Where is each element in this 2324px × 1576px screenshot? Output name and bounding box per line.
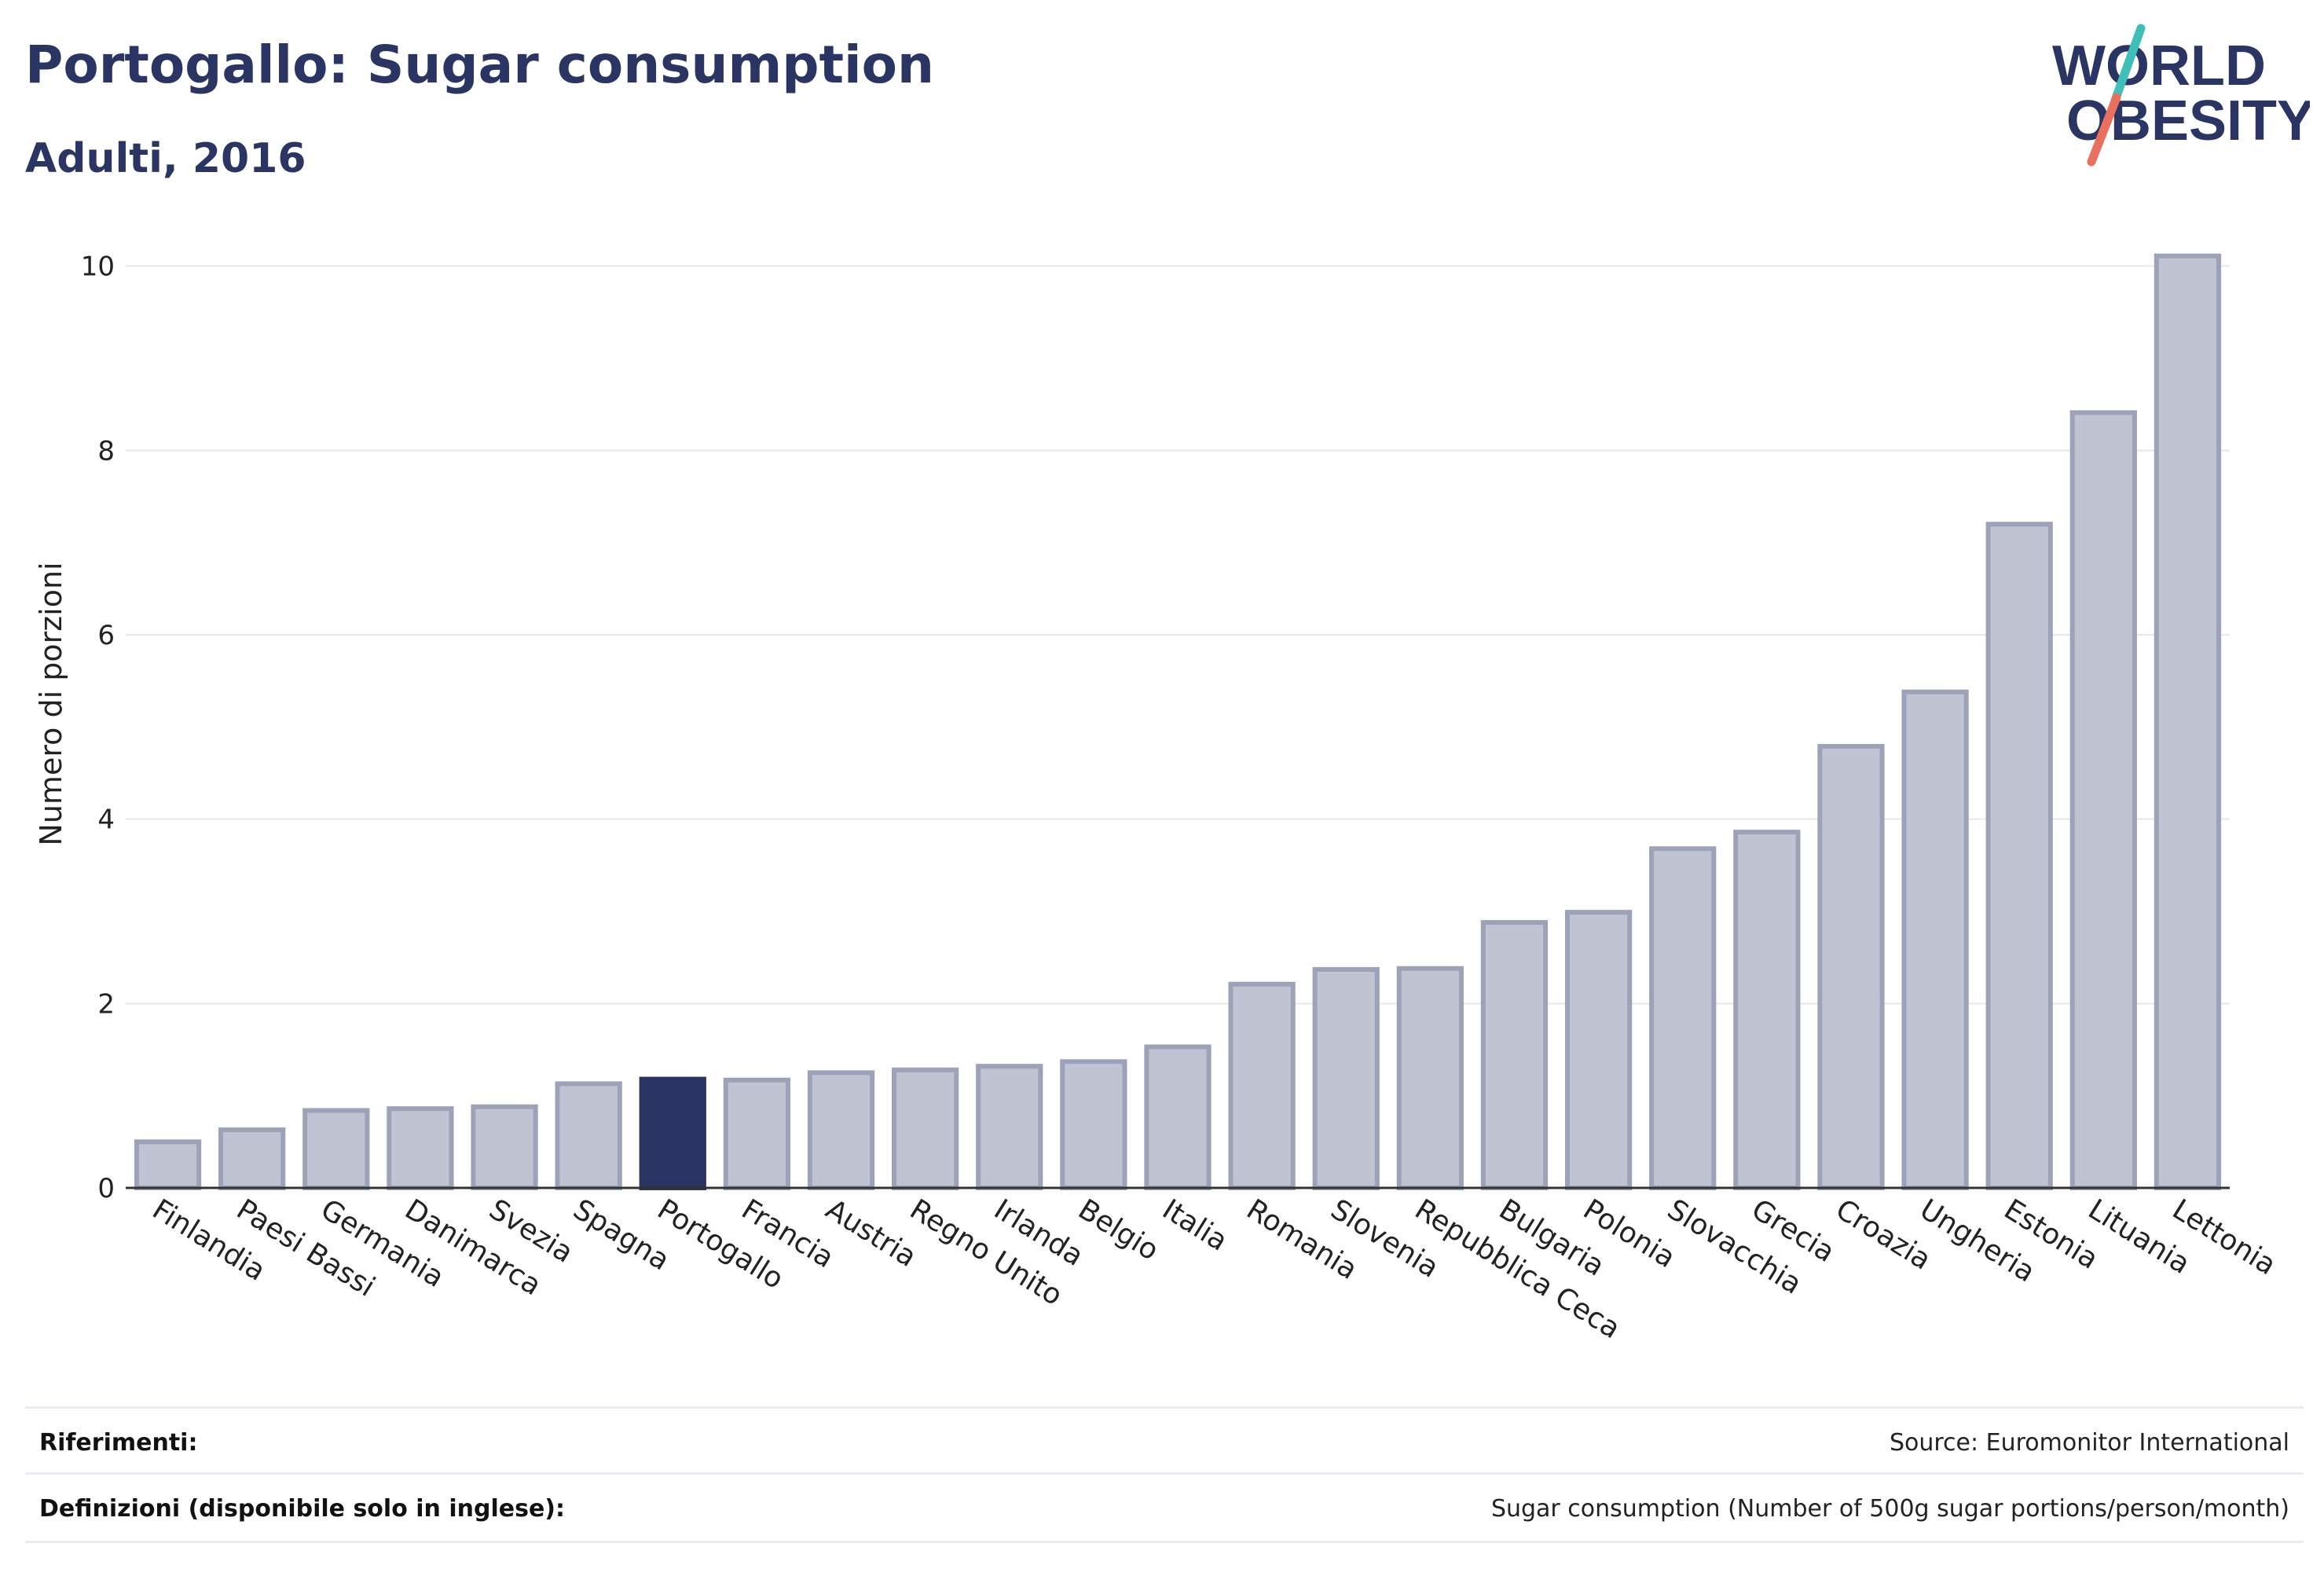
logo-slash-bottom [2087,93,2121,167]
bar [1060,1059,1127,1190]
x-tick-label: Austria [820,1193,922,1274]
bar [1312,966,1380,1191]
y-axis-label: Numero di porzioni [34,562,68,845]
references-row: Riferimenti: Source: Euromonitor Interna… [25,1406,2304,1475]
bar [2069,410,2137,1190]
bar [218,1127,286,1190]
bar [892,1067,959,1191]
bar [555,1081,622,1190]
y-tick-label: 10 [81,251,115,283]
bar [2154,253,2222,1190]
bar [1985,522,2053,1190]
bar [387,1106,454,1191]
bar [134,1139,202,1191]
logo-word-world: WORLD [2052,35,2266,97]
chart-subtitle: Adulti, 2016 [25,135,306,182]
world-obesity-logo: WORLD OBESITY [2052,24,2310,167]
references-label: Riferimenti: [39,1429,198,1457]
definitions-label: Definizioni (disponibile solo in inglese… [39,1495,565,1523]
bar [1396,966,1464,1191]
logo-slash-top [2110,24,2146,105]
bar [976,1064,1043,1190]
bar [471,1104,538,1191]
definitions-row: Definizioni (disponibile solo in inglese… [25,1472,2304,1543]
bar [807,1070,875,1191]
y-tick-label: 0 [97,1173,115,1204]
bar [1901,689,1969,1190]
bar [302,1108,370,1190]
y-tick-label: 6 [97,620,115,651]
definitions-value: Sugar consumption (Number of 500g sugar … [1490,1495,2289,1523]
bar [723,1077,791,1190]
x-tick-label: Croazia [1830,1193,1937,1277]
y-tick-label: 8 [97,435,115,467]
bar [1564,910,1633,1190]
bar [1480,920,1549,1190]
bar [1228,981,1296,1191]
bar [1817,743,1885,1190]
bar [639,1076,706,1190]
bar [1733,830,1801,1191]
x-tick-label: Spagna [567,1193,675,1277]
y-tick-label: 4 [97,804,115,836]
y-tick-label: 2 [97,988,115,1020]
chart-title: Portogallo: Sugar consumption [25,35,934,95]
bar [1144,1044,1211,1190]
bar [1649,846,1717,1191]
x-tick-label: Italia [1157,1193,1233,1258]
references-value: Source: Euromonitor International [1889,1429,2289,1457]
x-tick-label: Belgio [1072,1193,1164,1267]
